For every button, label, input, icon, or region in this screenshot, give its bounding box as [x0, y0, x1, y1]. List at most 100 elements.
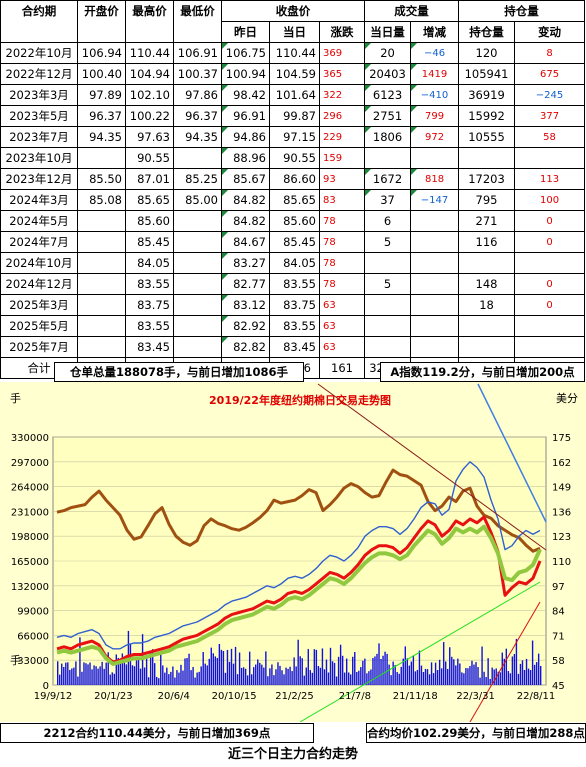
table-cell: 36919 — [458, 84, 516, 106]
table-cell: 83.27 — [221, 252, 270, 274]
avg-contract-summary: 合约均价102.29美分，与前日增加288点 — [366, 723, 586, 743]
table-cell — [173, 252, 222, 274]
table-cell: 100.22 — [125, 105, 174, 127]
table-cell: 86.60 — [269, 168, 320, 190]
left-axis-bottom-label: 手 — [10, 653, 21, 667]
volume-bar — [394, 665, 396, 685]
col-prev: 昨日 — [221, 21, 270, 43]
table-cell — [173, 210, 222, 232]
table-cell — [514, 252, 586, 274]
table-cell: 795 — [458, 189, 516, 211]
volume-bar — [414, 671, 417, 685]
volume-bar — [319, 667, 322, 685]
volume-bar — [212, 653, 215, 685]
table-cell: −245 — [514, 84, 586, 106]
volume-bar — [537, 653, 540, 685]
table-cell: 116 — [458, 231, 516, 253]
col-vol: 当日量 — [364, 21, 412, 43]
volume-bar — [489, 678, 491, 685]
volume-bar — [230, 648, 233, 685]
volume-bar — [109, 674, 111, 685]
series-avg-line — [56, 524, 542, 666]
volume-bar — [164, 672, 166, 685]
left-tick-label: 297000 — [11, 458, 49, 469]
left-tick-label: 132000 — [11, 582, 49, 593]
volume-bar — [186, 657, 188, 685]
x-tick-label: 21/2/25 — [275, 691, 314, 702]
table-cell: 63 — [318, 336, 366, 358]
volume-bar — [305, 667, 307, 685]
table-cell: 2023年12月 — [0, 168, 78, 190]
table-row: 2024年10月 84.05 83.27 84.05 78 — [0, 252, 586, 274]
volume-bar — [378, 643, 380, 685]
table-cell — [173, 231, 222, 253]
volume-bar — [527, 668, 530, 685]
volume-bar — [95, 666, 97, 685]
blank — [0, 21, 78, 43]
volume-bar — [111, 672, 113, 685]
volume-bar — [133, 666, 136, 685]
table-cell: 120 — [458, 42, 516, 64]
volume-bar — [123, 661, 126, 685]
table-cell: 0 — [514, 231, 586, 253]
volume-bar — [509, 673, 512, 685]
volume-bar — [475, 662, 477, 685]
table-cell — [410, 252, 460, 274]
col-vol-change: 增减 — [410, 21, 460, 43]
table-cell: 2022年12月 — [0, 63, 78, 85]
table-cell: 58 — [514, 126, 586, 148]
table-cell — [458, 147, 516, 169]
table-cell: 83.45 — [269, 336, 320, 358]
table-cell: 105941 — [458, 63, 516, 85]
group-close: 收盘价 — [220, 0, 366, 22]
table-cell: 85.45 — [269, 231, 320, 253]
table-cell: 78 — [318, 273, 366, 295]
volume-bar — [97, 668, 99, 685]
volume-bar — [477, 667, 479, 685]
volume-bar — [194, 677, 196, 685]
table-cell: 85.65 — [125, 189, 174, 211]
table-cell: 2024年12月 — [0, 273, 78, 295]
table-cell: 83.45 — [125, 336, 174, 358]
table-cell: −147 — [410, 189, 460, 211]
volume-bar — [333, 662, 336, 685]
volume-bar — [428, 674, 431, 685]
volume-bar — [251, 674, 253, 685]
cotton-chart: 0 33000 66000 99000 132000 165000 198000 231000… — [0, 382, 586, 722]
volume-bar — [81, 671, 83, 685]
volume-bar — [519, 663, 522, 685]
volume-bar — [362, 660, 364, 685]
volume-bar — [160, 653, 162, 685]
table-cell: 818 — [410, 168, 460, 190]
table-cell: 1806 — [364, 126, 412, 148]
volume-bar — [315, 649, 318, 685]
volume-bar — [311, 672, 314, 685]
volume-bar — [424, 668, 427, 685]
table-cell: 83 — [318, 189, 366, 211]
volume-bar — [325, 659, 328, 685]
volume-bar — [154, 663, 156, 685]
table-cell: 2024年10月 — [0, 252, 78, 274]
table-cell: 322 — [318, 84, 366, 106]
volume-bar — [382, 655, 384, 685]
header-row-2: 昨日 当日 涨跌 当日量 增减 持仓量 变动 — [0, 21, 586, 43]
chart-title: 2019/22年度纽约期棉日交易走势图 — [209, 393, 391, 407]
volume-bar — [473, 664, 475, 685]
table-cell — [77, 273, 126, 295]
table-cell: 63 — [318, 294, 366, 316]
volume-bar — [457, 658, 459, 685]
volume-bar — [331, 661, 334, 685]
table-cell: 675 — [514, 63, 586, 85]
table-cell — [514, 336, 586, 358]
volume-bar — [184, 658, 186, 685]
volume-bar — [151, 649, 154, 685]
volume-bar — [113, 673, 115, 685]
table-cell: 5 — [364, 231, 412, 253]
x-tick-label: 20/6/4 — [158, 691, 190, 702]
volume-bar — [149, 652, 152, 685]
table-cell — [410, 273, 460, 295]
volume-bar — [275, 669, 277, 685]
volume-bar — [461, 672, 463, 685]
volume-bar — [222, 650, 225, 685]
table-cell: 100 — [514, 189, 586, 211]
